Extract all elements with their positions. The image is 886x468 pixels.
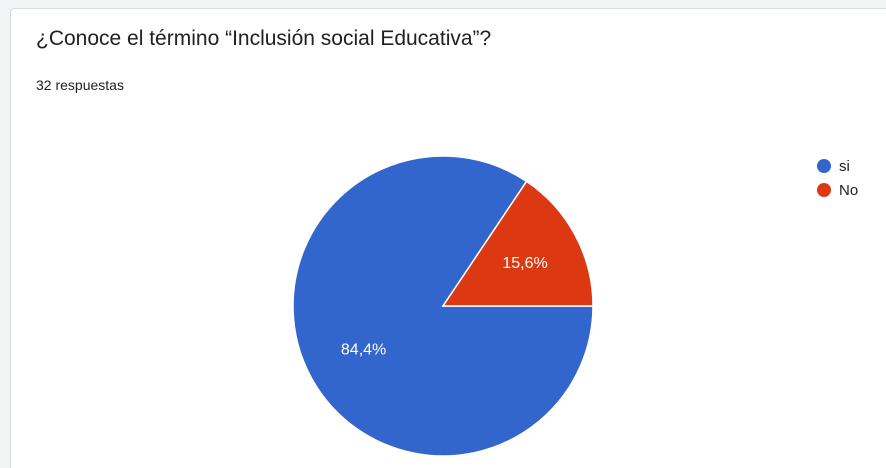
legend-label-no: No [839,181,859,199]
question-card: ¿Conoce el término “Inclusión social Edu… [10,8,886,468]
chart-legend: si No [817,155,858,203]
response-count: 32 respuestas [36,77,124,93]
legend-label-si: si [839,157,850,175]
legend-item-si[interactable]: si [817,155,858,177]
pie-label-no: 15,6% [502,255,547,272]
question-title: ¿Conoce el término “Inclusión social Edu… [36,27,492,50]
pie-label-si: 84,4% [341,341,386,358]
pie-slice-no[interactable] [441,180,594,307]
pie-chart: 84,4% 15,6% [292,155,594,457]
legend-swatch-si [817,159,831,173]
legend-swatch-no [817,183,831,197]
legend-item-no[interactable]: No [817,179,858,201]
